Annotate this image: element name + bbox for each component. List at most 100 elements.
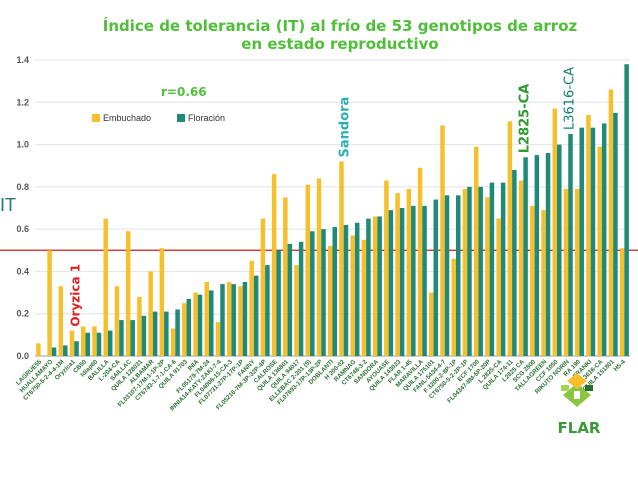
bar-embuchado [328, 246, 333, 356]
bar-embuchado [440, 125, 445, 357]
y-tick-label: 1.0 [16, 140, 29, 150]
bar-floración [444, 195, 450, 356]
bar-floración [489, 182, 495, 356]
bar-embuchado [125, 231, 131, 356]
bar-floración [186, 298, 192, 356]
bar-embuchado [530, 205, 535, 356]
bar-floración [164, 311, 169, 356]
bar-floración [523, 157, 528, 356]
chart-title-line-2: en estado reproductivo [241, 35, 438, 53]
bar-floración [175, 309, 180, 356]
bar-embuchado [451, 258, 456, 356]
bar-embuchado [406, 188, 412, 356]
bar-embuchado [563, 188, 569, 356]
bar-embuchado [36, 343, 41, 356]
bar-floración [388, 210, 394, 356]
bar-floración [343, 224, 349, 356]
bar-floración [231, 284, 236, 356]
bar-embuchado [384, 180, 389, 356]
bar-embuchado [574, 188, 580, 356]
bar-embuchado [372, 216, 378, 356]
bar-floración [220, 284, 225, 356]
bar-embuchado [215, 322, 221, 356]
bar-floración [96, 332, 102, 356]
bar-embuchado [283, 197, 288, 356]
bar-embuchado [92, 326, 97, 356]
bar-floración [568, 134, 573, 356]
bar-floración [321, 229, 326, 356]
y-tick-label: 0.2 [16, 309, 29, 319]
bar-floración [366, 218, 371, 356]
bar-embuchado [518, 180, 524, 356]
bar-embuchado [395, 193, 400, 356]
bar-embuchado [47, 250, 52, 356]
bar-floración [74, 341, 79, 356]
bar-embuchado [429, 292, 434, 356]
bar-embuchado [473, 146, 479, 356]
bar-embuchado [159, 248, 165, 356]
bar-embuchado [81, 326, 86, 356]
bar-floración [624, 64, 629, 356]
x-tick-label: H5-4 [612, 358, 627, 373]
callout-label: L2825-CA [517, 84, 532, 153]
bar-embuchado [249, 260, 254, 356]
bar-floración [310, 231, 315, 356]
bar-embuchado [114, 286, 120, 356]
y-axis-ticks: 0.0 0.2 0.4 0.6 0.8 1.0 1.2 1.4 [16, 55, 29, 361]
bar-floración [152, 311, 158, 356]
bar-floración [130, 320, 135, 356]
legend-swatch [92, 114, 100, 122]
y-tick-label: 0.6 [16, 224, 29, 234]
bar-embuchado [170, 328, 176, 356]
bar-embuchado [541, 210, 546, 356]
bar-embuchado [238, 286, 243, 356]
callout-label: Sandora [338, 97, 353, 158]
bar-floración [601, 123, 607, 356]
bar-embuchado [417, 167, 423, 356]
callout-label: Oryzica 1 [68, 264, 82, 327]
bar-embuchado [350, 235, 355, 356]
bar-floración [85, 332, 91, 356]
x-axis-labels: LAGRUE55HUALLAMAYOCT6750-5-2-4-4-1MOryzi… [15, 358, 627, 413]
bar-floración [399, 208, 405, 356]
bar-embuchado [552, 108, 558, 356]
bar-embuchado [148, 271, 153, 356]
bar-embuchado [182, 303, 187, 356]
legend-label: Embuchado [103, 113, 151, 123]
bar-floración [287, 243, 293, 356]
bar-floración [107, 330, 113, 356]
bar-floración [354, 222, 360, 356]
bar-embuchado [260, 218, 266, 356]
bar-embuchado [608, 89, 614, 356]
bar-floración [209, 290, 214, 356]
bar-floración [119, 320, 124, 356]
bar-floración [534, 155, 540, 356]
bar-floración [298, 241, 304, 356]
bar-embuchado [316, 178, 322, 356]
bar-floración [265, 265, 270, 356]
y-axis-label: IT [0, 195, 16, 215]
bar-embuchado [204, 282, 210, 356]
bar-embuchado [137, 296, 142, 356]
callout-label: L3616-CA [562, 67, 577, 130]
bar-floración [545, 153, 551, 356]
bars [36, 64, 629, 357]
bar-floración [411, 205, 416, 356]
bar-embuchado [294, 265, 299, 356]
bar-floración [590, 127, 596, 357]
bar-embuchado [619, 248, 625, 356]
bar-embuchado [339, 161, 344, 356]
bar-embuchado [58, 286, 64, 356]
legend: Embuchado Floración [92, 113, 225, 123]
bar-floración [478, 186, 483, 356]
bar-embuchado [507, 121, 513, 356]
bar-floración [579, 127, 584, 357]
flar-logo-mark [561, 373, 593, 407]
chart-title-line-1: Índice de tolerancia (IT) al frío de 53 … [103, 16, 578, 35]
bar-floración [242, 282, 248, 356]
bar-floración [512, 169, 517, 356]
bar-embuchado [305, 184, 311, 356]
bar-floración [422, 205, 427, 356]
bar-embuchado [69, 330, 75, 356]
